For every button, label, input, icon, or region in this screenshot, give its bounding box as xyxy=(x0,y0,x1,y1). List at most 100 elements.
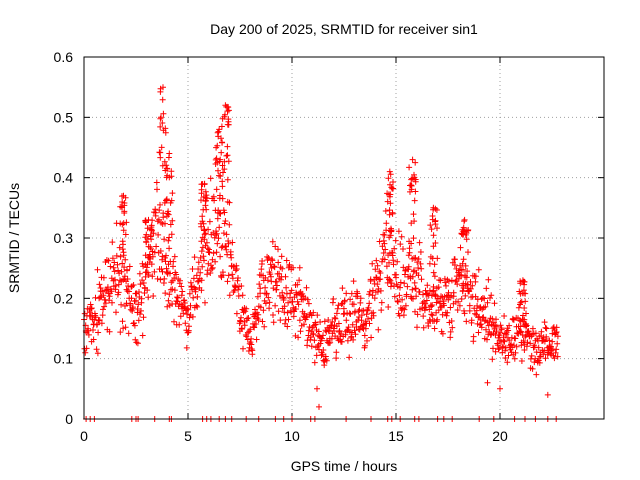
data-point xyxy=(294,281,301,288)
data-point xyxy=(433,285,440,292)
data-point xyxy=(482,303,489,310)
data-point xyxy=(415,272,422,279)
data-point xyxy=(164,165,171,172)
data-point xyxy=(275,246,281,253)
data-point xyxy=(262,300,269,307)
data-point xyxy=(380,237,387,244)
data-point xyxy=(447,328,454,335)
data-point xyxy=(118,301,125,308)
data-point xyxy=(467,285,474,292)
data-point xyxy=(169,286,176,293)
data-point xyxy=(394,258,401,265)
data-point xyxy=(460,266,466,273)
data-point xyxy=(266,305,273,312)
data-point xyxy=(222,218,229,224)
data-point xyxy=(92,314,99,321)
data-point xyxy=(130,282,137,288)
data-point xyxy=(189,313,196,320)
data-point xyxy=(491,300,498,307)
data-point xyxy=(301,321,307,328)
data-point xyxy=(357,295,364,302)
data-point xyxy=(296,277,303,284)
data-point xyxy=(543,333,550,340)
data-point xyxy=(282,273,289,280)
data-point xyxy=(362,325,369,332)
data-point xyxy=(275,259,282,266)
data-point xyxy=(523,323,529,330)
data-point xyxy=(478,324,485,331)
data-point xyxy=(213,144,220,151)
data-point xyxy=(386,207,393,214)
data-point xyxy=(90,336,97,343)
data-point xyxy=(143,238,150,245)
data-point xyxy=(411,279,418,286)
data-point xyxy=(429,312,436,319)
data-point xyxy=(113,309,119,316)
data-point xyxy=(414,259,421,266)
data-point xyxy=(350,278,357,285)
data-point xyxy=(171,318,177,325)
data-point xyxy=(228,254,235,261)
data-point xyxy=(216,126,223,133)
data-point xyxy=(529,325,536,332)
data-point xyxy=(139,332,146,339)
data-point xyxy=(346,310,353,317)
data-point xyxy=(549,338,556,345)
data-point xyxy=(346,354,353,361)
data-point xyxy=(516,317,523,324)
data-point xyxy=(229,275,236,282)
data-point xyxy=(459,260,466,267)
x-tick-label: 20 xyxy=(492,428,508,444)
data-point xyxy=(200,220,207,227)
data-point xyxy=(428,226,435,233)
data-point xyxy=(244,336,251,343)
data-point xyxy=(416,239,423,246)
data-point xyxy=(417,260,424,267)
data-point xyxy=(88,305,95,312)
data-point xyxy=(517,278,524,285)
data-point xyxy=(377,287,384,294)
data-point xyxy=(208,266,215,272)
data-point xyxy=(212,161,219,167)
data-point xyxy=(168,231,175,238)
data-point xyxy=(468,317,475,324)
data-point xyxy=(333,349,340,356)
data-point xyxy=(272,302,279,309)
data-point xyxy=(168,168,175,175)
data-point xyxy=(120,276,127,283)
data-point xyxy=(219,183,226,190)
data-point xyxy=(439,330,446,337)
data-point xyxy=(117,329,124,336)
data-point xyxy=(264,277,271,284)
data-point xyxy=(173,271,180,278)
data-point xyxy=(140,314,147,321)
grid-lines xyxy=(84,57,604,419)
data-point xyxy=(174,294,181,301)
data-point xyxy=(330,296,337,302)
data-point xyxy=(227,248,234,255)
data-point xyxy=(165,208,172,215)
data-point xyxy=(317,319,324,325)
data-point xyxy=(462,292,469,299)
data-point xyxy=(288,287,295,294)
data-point xyxy=(137,281,144,288)
data-point xyxy=(464,227,471,234)
data-point xyxy=(262,284,269,291)
data-point xyxy=(96,317,103,323)
data-point xyxy=(489,356,496,363)
data-point xyxy=(217,173,224,180)
data-point xyxy=(219,195,226,202)
data-point xyxy=(388,184,395,191)
data-point xyxy=(213,228,219,235)
data-point xyxy=(508,341,515,348)
data-point xyxy=(517,301,523,308)
x-tick-label: 15 xyxy=(388,428,404,444)
data-point xyxy=(365,304,372,311)
data-point xyxy=(348,290,355,297)
data-point xyxy=(437,277,444,284)
data-point xyxy=(394,298,401,304)
data-point xyxy=(364,337,370,344)
data-point xyxy=(194,293,201,300)
data-point xyxy=(120,227,127,234)
data-point xyxy=(99,288,106,295)
